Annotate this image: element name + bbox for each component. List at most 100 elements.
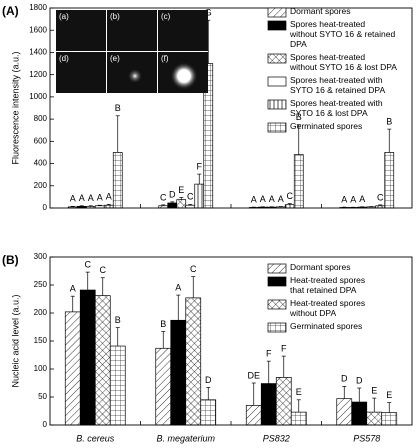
y-tick-label: 1400 [29, 48, 47, 57]
legend-label: Heat-treated spores that retained DPA [290, 275, 365, 295]
significance-letter: E [178, 185, 184, 195]
legend-label: Germinated spores [290, 121, 362, 131]
significance-letter: B [296, 112, 302, 122]
legend-label: Spores heat-treated with SYTO 16 & retain… [290, 75, 385, 95]
inset-image [107, 10, 157, 51]
legend-swatch [267, 76, 287, 87]
y-tick-label: 800 [34, 114, 48, 123]
significance-letter: B [115, 315, 121, 325]
y-tick-label: 400 [34, 159, 48, 168]
inset-label: (c) [161, 12, 171, 21]
bar [381, 412, 398, 426]
legend-swatch [267, 276, 287, 287]
significance-letter: E [371, 385, 377, 395]
y-tick-label: 50 [38, 392, 47, 401]
bar [167, 202, 178, 209]
inset-label: (d) [59, 54, 69, 63]
x-tick-label: B. megaterium [156, 433, 215, 443]
inset-label: (b) [110, 12, 120, 21]
significance-letter: A [260, 194, 266, 204]
significance-letter: DE [247, 370, 260, 380]
significance-letter: B [386, 116, 392, 126]
y-tick-label: 600 [34, 136, 48, 145]
significance-letter: E [296, 387, 302, 397]
x-tick-label: PS578 [353, 433, 380, 443]
significance-letter: C [85, 259, 92, 269]
bar [155, 347, 172, 426]
significance-letter: A [79, 193, 85, 203]
y-tick-label: 0 [43, 203, 48, 212]
significance-letter: A [269, 194, 275, 204]
significance-letter: A [70, 284, 76, 294]
significance-letter: D [169, 189, 176, 199]
significance-letter: A [70, 194, 76, 204]
significance-letter: E [386, 390, 392, 400]
bar [170, 319, 187, 426]
significance-letter: A [341, 194, 347, 204]
legend-swatch [267, 263, 287, 274]
inset-glow [127, 68, 143, 84]
significance-letter: C [190, 264, 197, 274]
bar [109, 345, 126, 426]
bar [112, 152, 123, 209]
plot-frame [49, 256, 413, 426]
y-tick-label: 1800 [29, 3, 47, 12]
bar [336, 398, 353, 426]
significance-letter: A [278, 194, 284, 204]
bar [79, 289, 96, 426]
inset-image [56, 10, 106, 51]
significance-letter: B [160, 319, 166, 329]
significance-letter: C [100, 265, 107, 275]
bar [284, 204, 295, 209]
y-tick-label: 300 [34, 252, 48, 261]
panel-label: (B) [2, 253, 19, 267]
legend-label: Heat-treated spores without DPA [289, 298, 365, 318]
y-tick-label: 250 [34, 280, 48, 289]
bar [275, 377, 292, 426]
inset-label: (e) [110, 54, 120, 63]
bar [384, 152, 395, 209]
legend-swatch [267, 7, 287, 18]
y-axis-title: Fluorescence intensity (a.u.) [10, 51, 20, 164]
legend-swatch [267, 322, 287, 333]
y-tick-label: 1600 [29, 25, 47, 34]
bar [366, 411, 383, 426]
inset-label: (a) [59, 12, 69, 21]
bar [290, 411, 307, 426]
significance-letter: C [377, 192, 384, 202]
y-tick-label: 200 [34, 308, 48, 317]
significance-letter: A [350, 195, 356, 205]
y-tick-label: 200 [34, 181, 48, 190]
bar [176, 199, 187, 209]
inset-image [158, 10, 208, 51]
bar [293, 154, 304, 209]
inset-glow [170, 62, 198, 90]
significance-letter: A [106, 192, 112, 202]
bar [351, 401, 368, 426]
significance-letter: D [356, 375, 363, 385]
bar [94, 295, 111, 426]
significance-letter: B [115, 103, 121, 113]
legend-swatch [267, 99, 287, 110]
significance-letter: C [287, 191, 294, 201]
legend-label: Dormant spores [290, 262, 350, 272]
legend-swatch [267, 53, 287, 64]
significance-letter: F [197, 161, 203, 171]
significance-letter: C [187, 192, 194, 202]
inset-image [56, 52, 106, 93]
y-tick-label: 150 [34, 336, 48, 345]
bar [200, 399, 217, 426]
significance-letter: C [160, 192, 167, 202]
y-tick-label: 100 [34, 364, 48, 373]
significance-letter: A [175, 282, 181, 292]
significance-letter: F [266, 349, 272, 359]
significance-letter: D [341, 374, 348, 384]
x-tick-label: B. cereus [76, 433, 115, 443]
panel-label: (A) [2, 4, 19, 18]
x-tick-label: PS832 [263, 433, 290, 443]
significance-letter: A [251, 194, 257, 204]
significance-letter: A [88, 193, 94, 203]
y-tick-label: 0 [43, 420, 48, 429]
significance-letter: A [359, 194, 365, 204]
